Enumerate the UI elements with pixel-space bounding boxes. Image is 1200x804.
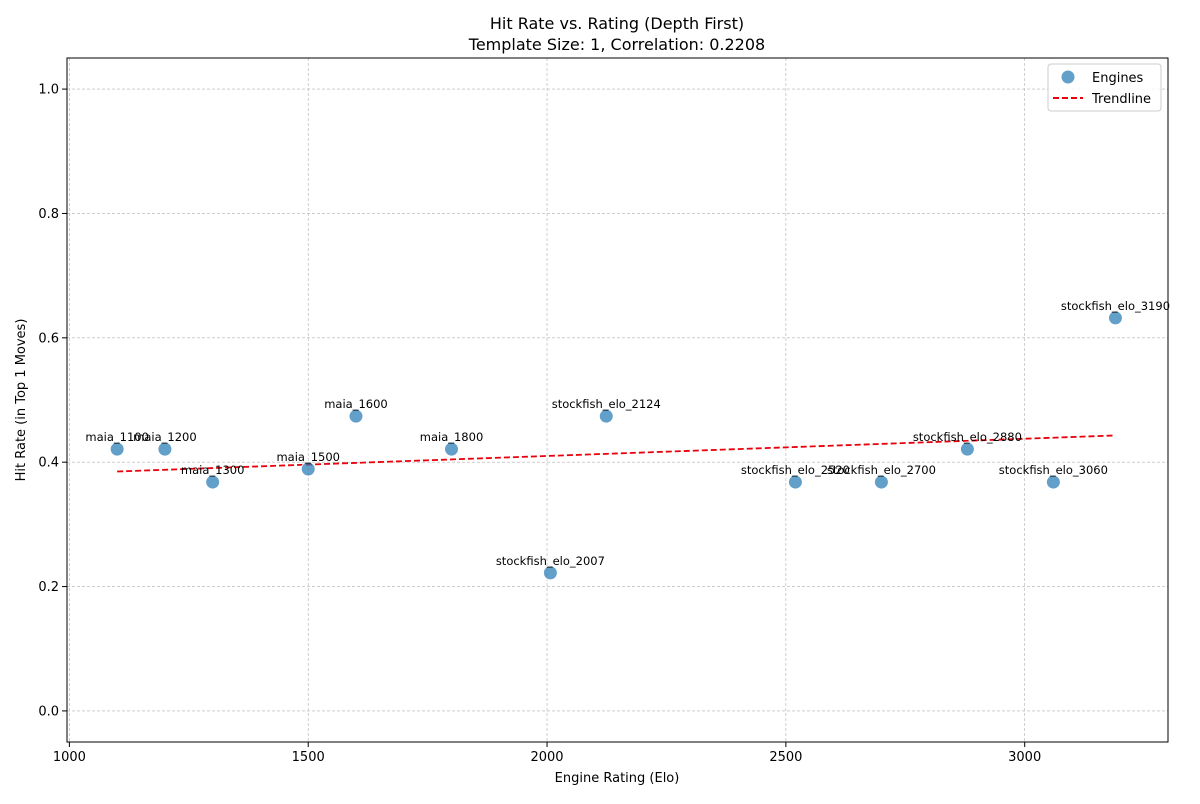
grid-lines	[67, 58, 1168, 742]
point-label: maia_1500	[276, 450, 340, 464]
data-point	[109, 441, 125, 457]
point-label: stockfish_elo_3060	[999, 463, 1108, 477]
y-axis-label: Hit Rate (in Top 1 Moves)	[14, 319, 29, 482]
point-label: maia_1800	[420, 430, 484, 444]
data-point	[787, 474, 803, 490]
x-tick-label: 2500	[769, 750, 802, 765]
point-label: stockfish_elo_2124	[552, 397, 661, 411]
legend-engines-marker	[1060, 69, 1076, 85]
trendline	[117, 434, 1116, 473]
data-point	[542, 565, 558, 581]
data-point	[444, 441, 460, 457]
point-label: stockfish_elo_3190	[1061, 299, 1170, 313]
legend-engines-label: Engines	[1092, 71, 1144, 86]
point-label: maia_1600	[324, 397, 388, 411]
data-point	[598, 408, 614, 424]
axis-ticks: 1000 1500 2000 2500 3000 0.0 0.2 0.4 0.6 0.8 1.0	[38, 83, 1041, 765]
data-point	[348, 408, 364, 424]
point-label: maia_1200	[133, 430, 197, 444]
plot-frame	[66, 57, 1169, 743]
legend-trendline-label: Trendline	[1091, 92, 1151, 107]
y-tick-label: 0.2	[38, 580, 59, 595]
data-point	[1107, 310, 1123, 326]
x-axis-label: Engine Rating (Elo)	[555, 771, 680, 786]
chart-title: Hit Rate vs. Rating (Depth First)	[490, 14, 744, 33]
point-label: stockfish_elo_2007	[496, 554, 605, 568]
point-label: maia_1100	[85, 430, 149, 444]
data-point	[205, 474, 221, 490]
y-tick-label: 0.8	[38, 207, 59, 222]
legend-box	[1047, 63, 1162, 112]
y-tick-label: 0.6	[38, 331, 59, 346]
x-tick-label: 1500	[292, 750, 325, 765]
points-layer	[109, 310, 1123, 581]
data-point	[959, 441, 975, 457]
point-label: stockfish_elo_2880	[913, 430, 1022, 444]
point-label: stockfish_elo_2700	[827, 463, 936, 477]
chart-subtitle: Template Size: 1, Correlation: 0.2208	[468, 35, 765, 54]
x-tick-label: 1000	[53, 750, 86, 765]
data-point	[1045, 474, 1061, 490]
point-label: maia_1300	[181, 463, 245, 477]
y-tick-label: 0.4	[38, 456, 59, 471]
y-tick-label: 1.0	[38, 83, 59, 98]
x-tick-label: 2000	[530, 750, 563, 765]
data-point	[873, 474, 889, 490]
point-label: stockfish_elo_2520	[741, 463, 850, 477]
trendline-layer	[117, 434, 1116, 473]
data-point	[157, 441, 173, 457]
y-tick-label: 0.0	[38, 704, 59, 719]
legend: Engines Trendline	[1047, 63, 1162, 112]
data-point	[300, 461, 316, 477]
x-tick-label: 3000	[1008, 750, 1041, 765]
